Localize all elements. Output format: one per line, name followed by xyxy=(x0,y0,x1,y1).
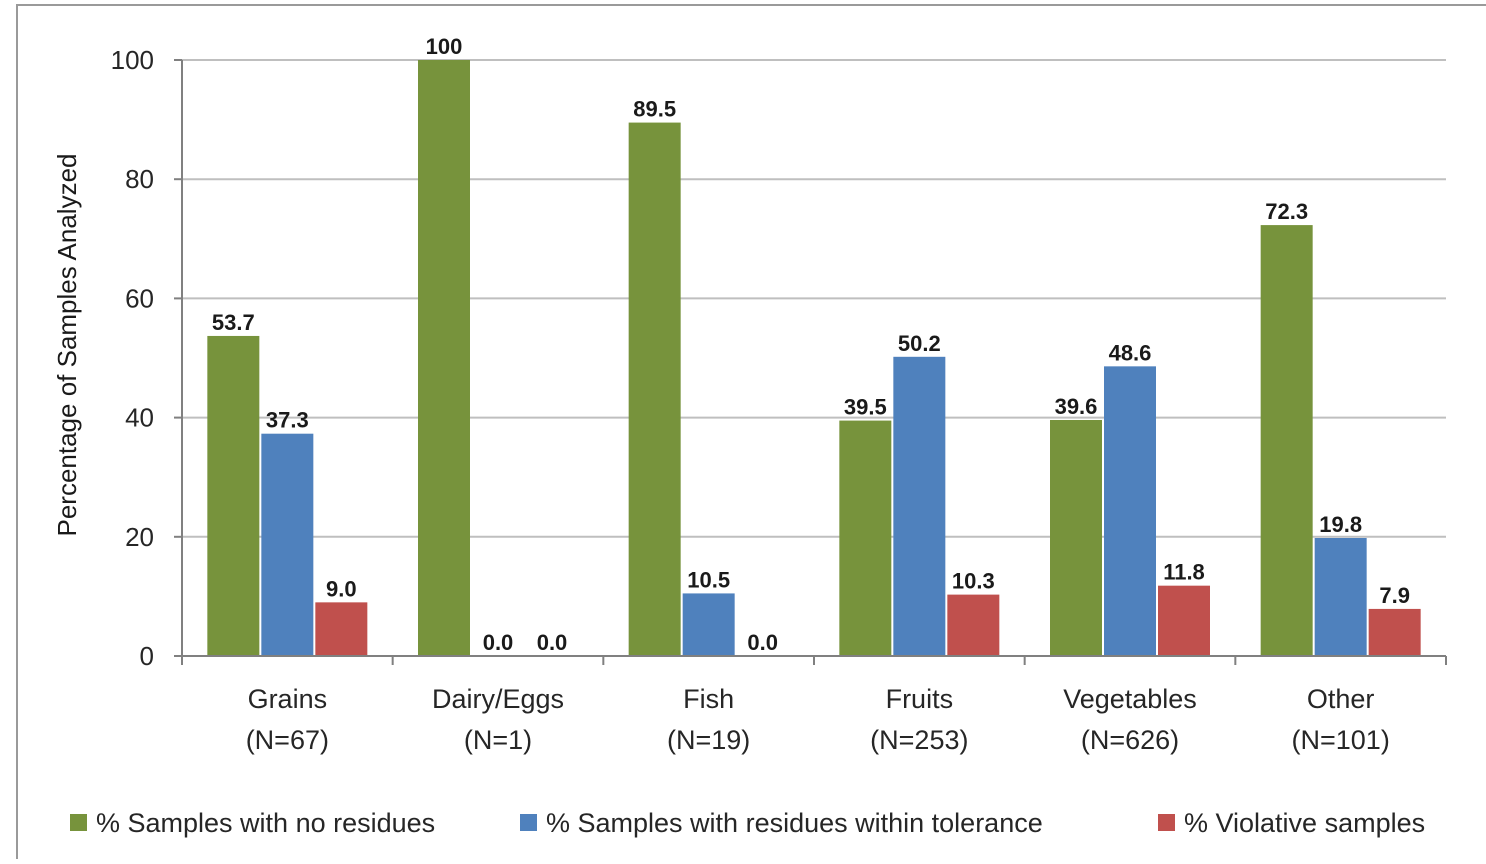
data-label: 10.5 xyxy=(687,567,730,592)
x-category-label: Other xyxy=(1307,684,1375,714)
x-category-label: Vegetables xyxy=(1063,684,1197,714)
legend-label: % Violative samples xyxy=(1184,808,1425,838)
legend: % Samples with no residues % Samples with… xyxy=(70,808,1425,838)
x-category-label: Dairy/Eggs xyxy=(432,684,564,714)
gridlines xyxy=(182,59,1446,538)
x-category-count: (N=19) xyxy=(667,725,750,755)
data-label: 9.0 xyxy=(326,576,357,601)
legend-label: % Samples with no residues xyxy=(96,808,435,838)
y-tick-label: 100 xyxy=(111,45,154,75)
x-category-count: (N=101) xyxy=(1292,725,1390,755)
legend-swatch xyxy=(520,814,537,831)
bar-no-residues xyxy=(628,122,681,656)
bar-violative xyxy=(1158,585,1210,656)
x-category-label: Grains xyxy=(248,684,328,714)
y-tick-label: 40 xyxy=(125,403,154,433)
data-label: 50.2 xyxy=(898,331,941,356)
legend-swatch xyxy=(1158,814,1175,831)
y-tick-label: 60 xyxy=(125,283,154,313)
x-category-count: (N=626) xyxy=(1081,725,1179,755)
legend-swatch xyxy=(70,814,87,831)
x-category-count: (N=67) xyxy=(246,725,329,755)
bar-within-tolerance xyxy=(1314,537,1367,656)
data-label: 10.3 xyxy=(952,569,995,594)
x-category-label: Fish xyxy=(683,684,734,714)
data-label: 53.7 xyxy=(212,310,255,335)
data-label: 39.6 xyxy=(1055,394,1098,419)
data-label: 0.0 xyxy=(483,630,514,655)
bar-violative xyxy=(1368,608,1421,656)
data-label: 0.0 xyxy=(537,630,568,655)
bar-within-tolerance xyxy=(261,433,314,656)
bar-no-residues xyxy=(207,335,260,656)
data-label: 39.5 xyxy=(844,395,887,420)
bar-no-residues xyxy=(1260,225,1313,657)
data-label: 11.8 xyxy=(1163,560,1205,585)
data-label: 7.9 xyxy=(1379,583,1410,608)
bar-within-tolerance xyxy=(682,593,735,656)
bar-violative xyxy=(947,594,1000,656)
data-label: 72.3 xyxy=(1265,199,1308,224)
bar-within-tolerance xyxy=(893,356,946,656)
data-labels: 53.7 37.3 9.0 100 0.0 0.0 89.5 10.5 0.0 39.5 50.2 1… xyxy=(212,34,1410,655)
data-label: 37.3 xyxy=(266,408,309,433)
x-category-label: Fruits xyxy=(886,684,954,714)
bar-no-residues xyxy=(1050,419,1102,656)
data-label: 100 xyxy=(426,34,463,59)
x-category-count: (N=1) xyxy=(464,725,532,755)
y-tick-label: 20 xyxy=(125,522,154,552)
data-label: 89.5 xyxy=(633,97,676,122)
axes: 0 20 40 60 80 100 Grains (N=67) Dairy/Eggs (N=1) F… xyxy=(111,45,1447,755)
bar-no-residues xyxy=(839,420,892,656)
data-label: 0.0 xyxy=(747,630,778,655)
bars xyxy=(207,60,1421,657)
bar-within-tolerance xyxy=(1104,366,1156,656)
bar-violative xyxy=(315,602,368,656)
y-tick-label: 80 xyxy=(125,164,154,194)
bar-no-residues xyxy=(418,60,470,656)
data-label: 48.6 xyxy=(1109,340,1152,365)
x-category-count: (N=253) xyxy=(870,725,968,755)
y-axis-title: Percentage of Samples Analyzed xyxy=(52,153,82,536)
y-tick-label: 0 xyxy=(140,641,154,671)
legend-label: % Samples with residues within tolerance xyxy=(546,808,1043,838)
data-label: 19.8 xyxy=(1319,512,1362,537)
